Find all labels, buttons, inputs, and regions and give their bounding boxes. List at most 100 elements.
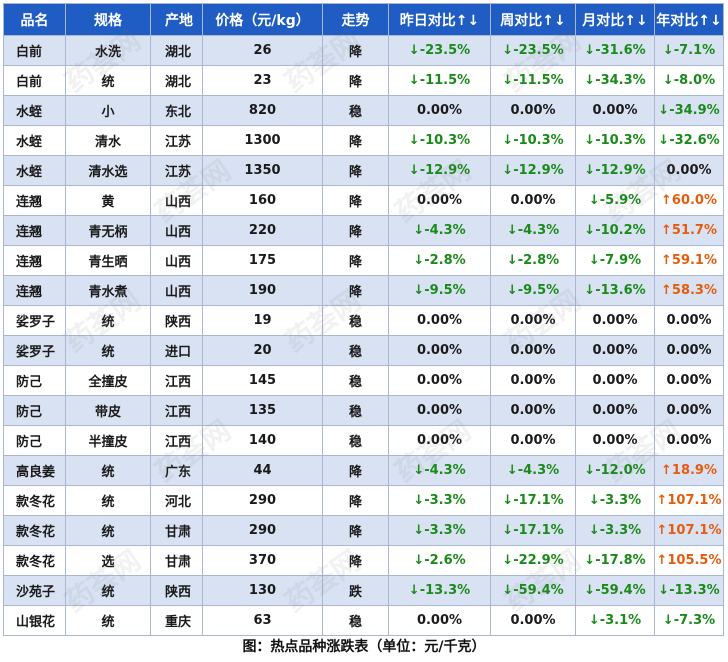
cell-year-change: ↓-7.1% [654,35,724,66]
cell-price: 160 [202,185,323,216]
cell-year-change: 0.00% [654,365,724,396]
table-row: 水蛭小东北 820 稳 0.00% 0.00% 0.00% ↓-34.9% [3,95,724,126]
cell-week-change: ↓-23.5% [490,35,576,66]
cell-spec: 选 [65,545,151,576]
header-year-change: 年对比↑↓ [654,3,724,36]
cell-day-change: ↓-3.3% [388,515,491,546]
cell-day-change: ↓-13.3% [388,575,491,606]
cell-name: 防己 [3,425,66,456]
cell-name: 白前 [3,35,66,66]
cell-origin: 山西 [150,215,203,246]
cell-spec: 统 [65,605,151,636]
cell-week-change: ↓-59.4% [490,575,576,606]
cell-name: 水蛭 [3,125,66,156]
cell-origin: 广东 [150,455,203,486]
cell-spec: 青生晒 [65,245,151,276]
cell-origin: 东北 [150,95,203,126]
table-row: 沙苑子统陕西 130 跌 ↓-13.3% ↓-59.4% ↓-59.4% ↓-13.3% [3,575,724,606]
cell-origin: 江苏 [150,125,203,156]
cell-month-change: ↓-7.9% [575,245,655,276]
cell-week-change: 0.00% [490,335,576,366]
cell-year-change: ↑51.7% [654,215,724,246]
cell-spec: 清水 [65,125,151,156]
cell-name: 白前 [3,65,66,96]
header-day-change: 昨日对比↑↓ [388,3,491,36]
cell-spec: 统 [65,575,151,606]
cell-name: 连翘 [3,245,66,276]
cell-week-change: 0.00% [490,395,576,426]
cell-trend: 降 [322,185,389,216]
cell-price: 20 [202,335,323,366]
cell-spec: 统 [65,485,151,516]
cell-year-change: 0.00% [654,155,724,186]
cell-year-change: ↑60.0% [654,185,724,216]
cell-month-change: 0.00% [575,95,655,126]
cell-trend: 降 [322,545,389,576]
table-caption: 图：热点品种涨跌表（单位：元/千克） [242,639,486,655]
cell-spec: 小 [65,95,151,126]
cell-year-change: ↓-32.6% [654,125,724,156]
cell-week-change: ↓-4.3% [490,215,576,246]
cell-price: 26 [202,35,323,66]
cell-day-change: ↓-23.5% [388,35,491,66]
cell-month-change: ↓-10.2% [575,215,655,246]
header-origin: 产地 [150,3,203,36]
cell-month-change: ↓-31.6% [575,35,655,66]
cell-year-change: ↓-7.3% [654,605,724,636]
cell-origin: 甘肃 [150,515,203,546]
cell-week-change: 0.00% [490,305,576,336]
cell-month-change: ↓-3.1% [575,605,655,636]
cell-year-change: ↓-8.0% [654,65,724,96]
cell-month-change: 0.00% [575,335,655,366]
cell-trend: 稳 [322,95,389,126]
cell-trend: 稳 [322,335,389,366]
cell-month-change: ↓-59.4% [575,575,655,606]
cell-price: 140 [202,425,323,456]
cell-year-change: ↑18.9% [654,455,724,486]
table-row: 娑罗子统进口 20 稳 0.00% 0.00% 0.00% 0.00% [3,335,724,366]
cell-origin: 山西 [150,275,203,306]
cell-name: 山银花 [3,605,66,636]
cell-month-change: ↓-13.6% [575,275,655,306]
cell-spec: 带皮 [65,395,151,426]
cell-week-change: ↓-22.9% [490,545,576,576]
cell-year-change: 0.00% [654,425,724,456]
cell-price: 19 [202,305,323,336]
table-row: 款冬花统河北 290 降 ↓-3.3% ↓-17.1% ↓-3.3% ↑107.1% [3,485,724,516]
cell-origin: 甘肃 [150,545,203,576]
cell-price: 1300 [202,125,323,156]
cell-year-change: ↓-13.3% [654,575,724,606]
cell-week-change: 0.00% [490,365,576,396]
cell-week-change: 0.00% [490,425,576,456]
cell-month-change: ↓-5.9% [575,185,655,216]
cell-name: 款冬花 [3,485,66,516]
cell-name: 水蛭 [3,95,66,126]
cell-price: 145 [202,365,323,396]
header-name: 品名 [3,3,66,36]
cell-trend: 降 [322,245,389,276]
cell-trend: 降 [322,125,389,156]
cell-week-change: ↓-10.3% [490,125,576,156]
table-row: 水蛭 清水选 江苏 1350 降 ↓-12.9% ↓-12.9% ↓-12.9% 0.00% [3,155,724,186]
cell-day-change: ↓-11.5% [388,65,491,96]
cell-month-change: ↓-34.3% [575,65,655,96]
cell-name: 防己 [3,365,66,396]
cell-price: 23 [202,65,323,96]
table-row: 连翘 青水煮 山西 190 降 ↓-9.5% ↓-9.5% ↓-13.6% ↑58.3% [3,275,724,306]
cell-name: 娑罗子 [3,305,66,336]
cell-origin: 重庆 [150,605,203,636]
cell-month-change: ↓-12.0% [575,455,655,486]
cell-origin: 进口 [150,335,203,366]
cell-month-change: ↓-10.3% [575,125,655,156]
header-trend: 走势 [322,3,389,36]
cell-day-change: 0.00% [388,335,491,366]
cell-price: 290 [202,515,323,546]
cell-trend: 跌 [322,575,389,606]
cell-week-change: ↓-12.9% [490,155,576,186]
cell-year-change: 0.00% [654,305,724,336]
cell-month-change: 0.00% [575,305,655,336]
cell-origin: 江苏 [150,155,203,186]
cell-day-change: ↓-9.5% [388,275,491,306]
table-row: 防己 带皮 江西 135 稳 0.00% 0.00% 0.00% 0.00% [3,395,724,426]
cell-spec: 黄 [65,185,151,216]
